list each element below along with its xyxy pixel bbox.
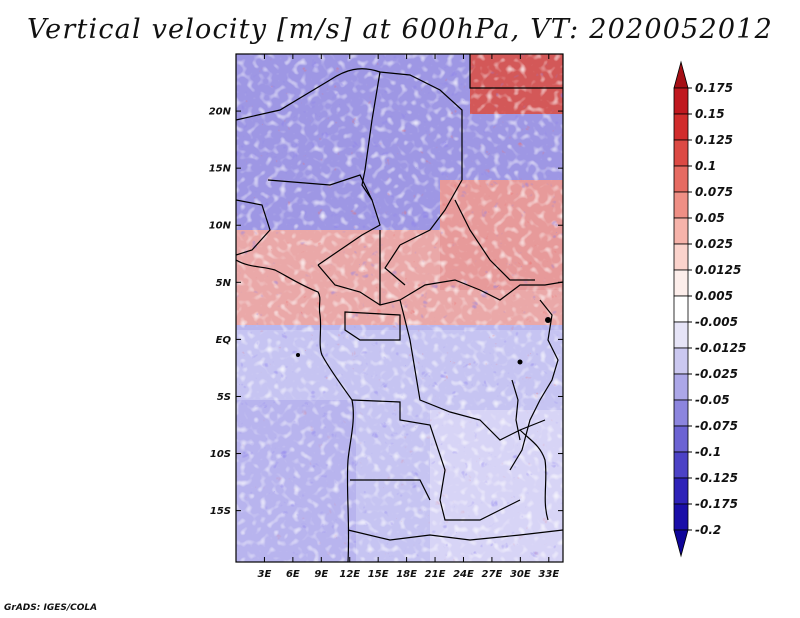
colorbar-swatch: [673, 451, 689, 479]
colorbar-label: -0.075: [695, 419, 738, 433]
colorbar-label: 0.0125: [695, 263, 741, 277]
lat-label: 5N: [216, 278, 232, 289]
colorbar-label: -0.005: [695, 315, 738, 329]
plot-title: Vertical velocity [m/s] at 600hPa, VT: 2…: [26, 14, 774, 45]
colorbar-swatch: [673, 399, 689, 427]
colorbar-swatch: [673, 217, 689, 245]
vertical-velocity-field: [236, 54, 563, 562]
colorbar-swatch: [673, 477, 689, 505]
colorbar-label: 0.005: [695, 289, 733, 303]
coastlines-borders: [236, 54, 563, 562]
colorbar-swatch: [673, 529, 689, 558]
lon-label: 3E: [258, 569, 272, 580]
lon-label: 9E: [314, 569, 328, 580]
lon-label: 15E: [368, 569, 389, 580]
colorbar: 0.175 0.15 0.125 0.1 0.075 0.05 0.025 0.0125 0.0…: [673, 60, 746, 558]
colorbar-label: 0.075: [695, 185, 733, 199]
colorbar-label: 0.175: [695, 81, 733, 95]
lon-label: 30E: [510, 569, 531, 580]
colorbar-label: -0.0125: [695, 341, 746, 355]
lat-label: 10S: [210, 449, 231, 460]
colorbar-label: 0.125: [695, 133, 733, 147]
colorbar-label: -0.1: [695, 445, 721, 459]
colorbar-label: 0.025: [695, 237, 733, 251]
lat-label: 15N: [209, 164, 232, 175]
lakes: [296, 317, 551, 365]
colorbar-label: -0.025: [695, 367, 738, 381]
lat-label: EQ: [216, 335, 232, 346]
lon-label: 24E: [453, 569, 474, 580]
colorbar-swatch: [673, 373, 689, 401]
lon-label: 18E: [396, 569, 417, 580]
colorbar-swatch: [673, 425, 689, 453]
colorbar-swatch: [673, 87, 689, 115]
lon-label: 27E: [482, 569, 503, 580]
grads-credit: GrADS: IGES/COLA: [4, 603, 98, 613]
colorbar-swatch: [673, 139, 689, 167]
colorbar-label: -0.125: [695, 471, 738, 485]
colorbar-swatch: [673, 191, 689, 219]
lat-label: 10N: [209, 221, 232, 232]
colorbar-swatch: [673, 347, 689, 375]
colorbar-label: 0.05: [695, 211, 725, 225]
colorbar-swatch: [673, 269, 689, 297]
lat-label: 15S: [210, 506, 231, 517]
map-frame: [235, 53, 564, 563]
lon-label: 6E: [286, 569, 300, 580]
colorbar-swatch: [673, 295, 689, 323]
lon-label: 33E: [538, 569, 559, 580]
colorbar-label: -0.2: [695, 523, 721, 537]
colorbar-label: -0.175: [695, 497, 738, 511]
lat-label: 5S: [217, 392, 231, 403]
colorbar-swatch: [673, 503, 689, 531]
colorbar-swatch: [673, 113, 689, 141]
lat-label: 20N: [209, 107, 232, 118]
colorbar-swatch: [673, 60, 689, 89]
colorbar-swatch: [673, 321, 689, 349]
colorbar-swatch: [673, 243, 689, 271]
colorbar-label: 0.1: [695, 159, 716, 173]
latitude-axis: 20N 15N 10N 5N EQ 5S 10S 15S: [209, 107, 563, 517]
longitude-axis: 3E 6E 9E 12E 15E 18E 21E 24E 27E 30E 33E: [258, 54, 559, 580]
lon-label: 12E: [339, 569, 360, 580]
lon-label: 21E: [425, 569, 446, 580]
colorbar-swatch: [673, 165, 689, 193]
colorbar-label: 0.15: [695, 107, 725, 121]
colorbar-label: -0.05: [695, 393, 730, 407]
